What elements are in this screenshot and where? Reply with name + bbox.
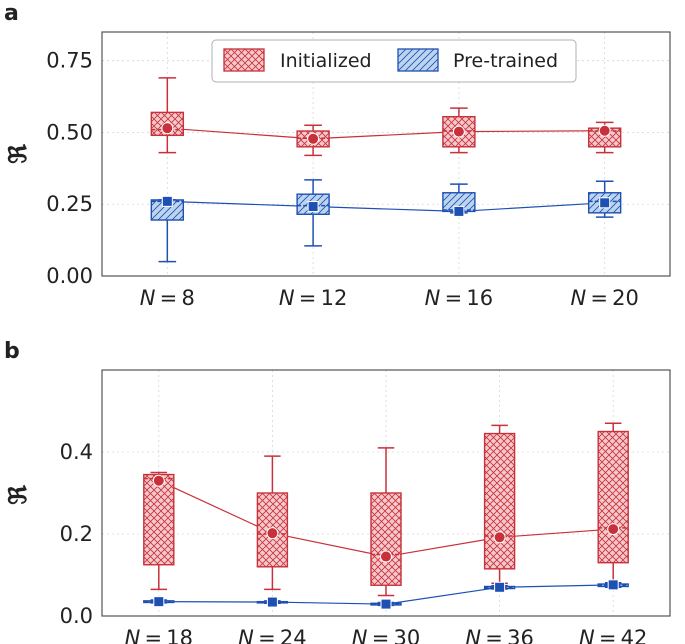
legend-initialized-label: Initialized bbox=[280, 50, 372, 72]
mean-line bbox=[167, 127, 605, 140]
y-tick-label: 0.50 bbox=[46, 120, 93, 144]
panel-b: b ℜ 0.0 0.2 0.4 N = 18 N = 24 N = 30 N = 36 N =… bbox=[3, 339, 671, 644]
legend-pretrained-label: Pre-trained bbox=[453, 50, 558, 72]
box-initialized bbox=[483, 424, 516, 584]
x-tick-label: N = 12 bbox=[279, 286, 347, 310]
panel-a-label: a bbox=[4, 1, 19, 26]
box-pretrained bbox=[296, 179, 330, 247]
panel-b-label: b bbox=[4, 339, 20, 364]
panel-a-ticks: 0.00 0.25 0.50 0.75 N = 8 N = 12 N = 16 N = 20 bbox=[46, 49, 639, 310]
mean-marker bbox=[453, 205, 465, 217]
box-pretrained bbox=[256, 596, 289, 608]
panel-a-frame bbox=[101, 31, 671, 277]
mean-line bbox=[167, 200, 605, 213]
box-initialized bbox=[150, 77, 185, 154]
panel-b-y-axis-label: ℜ bbox=[3, 485, 32, 505]
iqr-box bbox=[370, 492, 402, 586]
mean-marker bbox=[266, 527, 279, 540]
mean-marker bbox=[607, 579, 619, 591]
y-tick-label: 0.00 bbox=[46, 264, 93, 288]
box-pretrained bbox=[483, 581, 516, 593]
box-initialized bbox=[256, 455, 289, 591]
mean-marker bbox=[452, 125, 465, 138]
legend: Initialized Pre-trained bbox=[211, 39, 577, 83]
x-tick-label: N = 36 bbox=[465, 626, 533, 644]
x-tick-label: N = 42 bbox=[579, 626, 647, 644]
box-initialized bbox=[597, 422, 629, 586]
box-pretrained bbox=[150, 195, 185, 263]
legend-initialized-swatch bbox=[223, 48, 265, 72]
iqr-box bbox=[483, 432, 516, 570]
box-pretrained bbox=[442, 183, 476, 217]
y-tick-label: 0.4 bbox=[60, 440, 93, 464]
y-tick-label: 0.25 bbox=[46, 192, 93, 216]
x-tick-label: N = 8 bbox=[140, 286, 195, 310]
y-tick-label: 0.2 bbox=[60, 522, 93, 546]
x-tick-label: N = 18 bbox=[125, 626, 193, 644]
mean-marker bbox=[161, 122, 174, 135]
box-initialized bbox=[442, 107, 476, 154]
mean-marker bbox=[494, 581, 506, 593]
x-tick-label: N = 30 bbox=[352, 626, 420, 644]
panel-b-ticks: 0.0 0.2 0.4 N = 18 N = 24 N = 30 N = 36 N = 42 bbox=[60, 440, 648, 644]
y-tick-label: 0.0 bbox=[60, 604, 93, 628]
box-initialized bbox=[370, 447, 402, 597]
x-tick-label: N = 16 bbox=[425, 286, 493, 310]
legend-pretrained-swatch bbox=[397, 48, 439, 72]
x-tick-label: N = 24 bbox=[238, 626, 306, 644]
iqr-box bbox=[143, 473, 175, 566]
mean-marker bbox=[307, 132, 320, 145]
y-tick-label: 0.75 bbox=[46, 49, 93, 73]
mean-marker bbox=[153, 596, 165, 608]
box-initialized bbox=[143, 471, 175, 591]
panel-a-plot bbox=[150, 77, 622, 263]
box-pretrained bbox=[597, 579, 629, 591]
mean-marker bbox=[493, 531, 506, 544]
mean-marker bbox=[599, 197, 611, 209]
mean-marker bbox=[598, 124, 611, 137]
box-initialized bbox=[296, 124, 330, 157]
mean-marker bbox=[380, 550, 392, 563]
panel-b-frame bbox=[101, 369, 671, 617]
mean-marker bbox=[307, 201, 319, 213]
panel-a-y-axis-label: ℜ bbox=[3, 144, 32, 164]
mean-marker bbox=[161, 195, 173, 207]
box-pretrained bbox=[370, 598, 402, 610]
box-initialized bbox=[587, 121, 622, 154]
legend-box bbox=[211, 39, 577, 83]
panel-a: a ℜ 0.00 0.25 0.50 0.75 N = 8 N = 12 N = 16 N =… bbox=[3, 1, 671, 310]
x-tick-label: N = 20 bbox=[570, 286, 638, 310]
mean-marker bbox=[152, 474, 165, 487]
panel-b-plot bbox=[143, 422, 629, 610]
box-pretrained bbox=[143, 596, 175, 608]
mean-marker bbox=[380, 598, 392, 610]
box-pretrained bbox=[587, 180, 622, 218]
mean-marker bbox=[607, 523, 620, 536]
iqr-box bbox=[597, 430, 629, 564]
mean-marker bbox=[266, 596, 278, 608]
